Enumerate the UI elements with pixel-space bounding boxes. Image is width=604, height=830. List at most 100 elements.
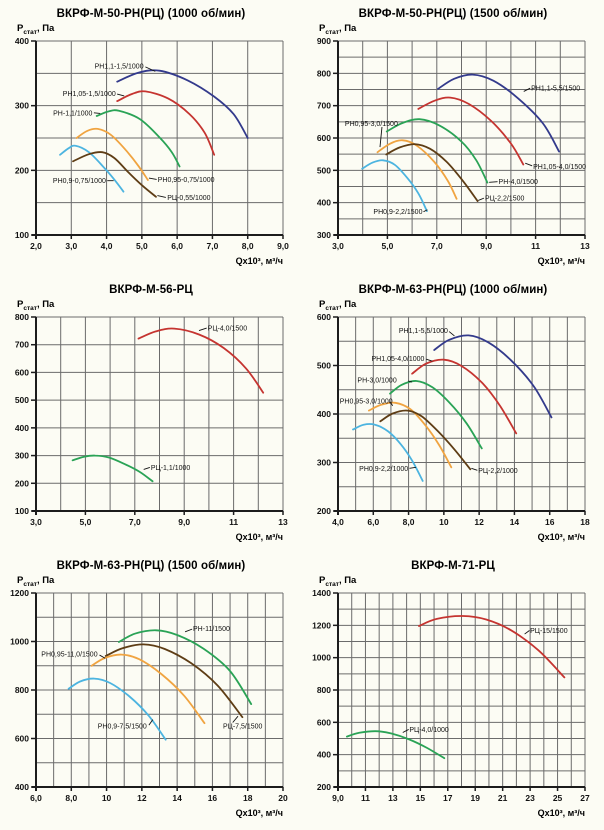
y-axis-symbol: P [319,575,326,586]
x-tick-label: 20 [278,793,288,803]
x-tick-label: 4,0 [332,517,344,527]
x-tick-label: 16 [208,793,218,803]
y-axis-unit: , Па [338,23,357,34]
leader-line [408,380,413,383]
curve-label: РЦ-15/1500 [530,628,568,635]
y-axis-subscript: стат [325,28,339,36]
leader-line [478,197,485,201]
y-tick-label: 400 [317,198,331,208]
curve-label: РН1,1-5,5/1500 [531,86,580,93]
y-axis-symbol: P [319,299,326,310]
plot-svg: 2,0 3,0 4,0 5,0 6,0 7,0 8,0 9,0 400 300 200 100 РН1,… [15,36,289,266]
curve-label: РН0,9-2,2/1500 [373,209,422,216]
curve-label: РН1,05-4,0/1500 [533,164,586,171]
y-tick-label: 800 [15,312,29,322]
x-tick-label: 3,0 [65,241,77,251]
x-tick-label: 18 [580,517,590,527]
y-axis-label: Pстат, Па [17,23,302,36]
y-axis-symbol: P [17,299,24,310]
curve-label: РН1,05-4,0/1000 [372,356,425,363]
curve-label: РЦ-4,0/1000 [409,727,449,734]
leader-line [389,401,394,406]
y-tick-label: 300 [15,101,29,111]
y-axis-subscript: стат [23,580,37,588]
curve-label: РЦ-0,55/1000 [167,195,210,202]
leader-line [524,630,530,635]
y-tick-label: 300 [317,457,331,467]
y-tick-label: 1200 [312,620,331,630]
y-axis-unit: , Па [36,23,55,34]
y-tick-label: 600 [15,733,29,743]
chart-card: ВКРФ-М-63-РН(РЦ) (1000 об/мин) Pстат, Па… [302,277,604,553]
curve-path [118,629,253,705]
leader-line [379,126,383,147]
y-tick-label: 300 [15,450,29,460]
curve-label: РЦ-4,0/1500 [208,325,248,332]
curve-path [411,358,518,435]
y-tick-label: 600 [317,717,331,727]
curve-label: РН-4,0/1500 [499,179,538,186]
curve-path [95,109,181,168]
y-axis-label: Pстат, Па [319,299,604,312]
x-tick-label: 4,0 [101,241,113,251]
y-axis-symbol: P [319,23,326,34]
curve-path [71,454,154,483]
leader-line [93,112,101,114]
curve-path [346,730,446,759]
y-axis-unit: , Па [338,575,357,586]
y-tick-label: 300 [317,230,331,240]
x-tick-label: 9,0 [178,517,190,527]
y-tick-label: 500 [317,165,331,175]
y-tick-label: 800 [317,685,331,695]
leader-line [148,719,154,726]
leader-line [117,93,125,97]
y-tick-label: 100 [15,506,29,516]
plot-svg: 3,0 5,0 7,0 9,0 11 13 900 800 700 600 500 400 300 РН1… [317,36,590,266]
curve-label: РН0,95-3,0/1000 [340,398,393,405]
x-axis-label: Qx10³, м³/ч [538,532,585,542]
curve-path [104,643,244,718]
curve-label: РН0,95-0,75/1000 [158,177,215,184]
x-tick-label: 5,0 [79,517,91,527]
x-tick-label: 7,0 [207,241,219,251]
x-tick-label: 18 [243,793,253,803]
leader-line [145,66,156,72]
y-tick-label: 800 [15,685,29,695]
plot-svg: 4,0 6,0 8,0 10 12 14 16 18 600 500 400 300 200 РН1,1-… [317,312,590,542]
x-tick-label: 12 [137,793,147,803]
plot-svg: 6,0 8,0 10 12 14 16 18 20 1200 1000 800 600 400 РН-11… [10,588,288,818]
plot-svg: 9,0 11 13 15 17 19 21 23 25 27 1400 1200 1000 800 600 4… [312,588,590,818]
y-tick-label: 600 [15,367,29,377]
x-axis-label: Qx10³, м³/ч [236,532,283,542]
curve-path [72,151,157,198]
x-tick-label: 23 [525,793,535,803]
chart-title: ВКРФ-М-63-РН(РЦ) (1500 об/мин) [56,560,246,572]
y-tick-label: 500 [317,360,331,370]
chart-card: ВКРФ-М-56-РЦ Pстат, Па 3,0 5,0 7,0 9,0 11 13 8… [0,277,302,553]
x-tick-label: 10 [439,517,449,527]
curve-label: РН0,9-0,75/1000 [53,178,106,185]
leader-line [148,177,157,180]
x-tick-label: 6,0 [30,793,42,803]
leader-line [423,209,428,213]
x-tick-label: 11 [531,241,540,251]
y-tick-label: 200 [317,506,331,516]
leader-line [198,327,207,331]
leader-line [143,466,151,470]
curve-label: РЦ-1,1/1000 [151,465,191,472]
x-axis-label: Qx10³, м³/ч [236,256,283,266]
chart-title: ВКРФ-М-56-РЦ [109,284,193,296]
x-tick-label: 8,0 [242,241,254,251]
y-tick-label: 1400 [312,588,331,598]
leader-line [409,466,417,469]
x-tick-label: 13 [388,793,398,803]
chart-title: ВКРФ-М-63-РН(РЦ) (1000 об/мин) [358,284,548,296]
y-tick-label: 400 [15,423,29,433]
x-tick-label: 13 [580,241,590,251]
y-tick-label: 100 [15,230,29,240]
y-tick-label: 400 [317,750,331,760]
x-tick-label: 9,0 [332,793,344,803]
curve-path [433,334,553,419]
x-tick-label: 11 [361,793,370,803]
y-axis-subscript: стат [23,28,37,36]
